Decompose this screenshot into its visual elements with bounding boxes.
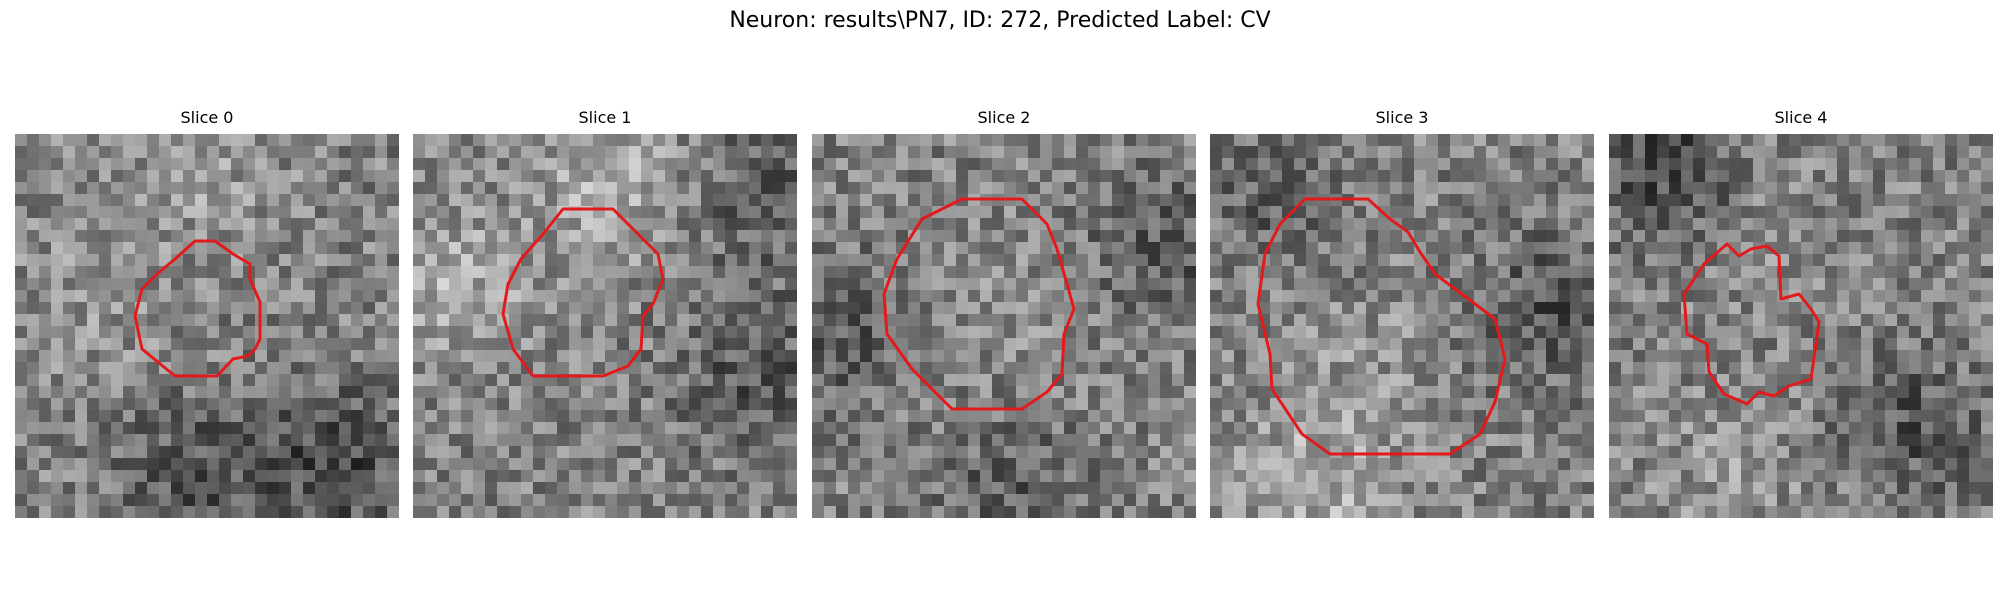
figure-title: Neuron: results\PN7, ID: 272, Predicted … (729, 8, 1271, 33)
slice-title-2: Slice 2 (977, 108, 1031, 127)
slice-image-0 (15, 134, 399, 518)
slice-image-2 (812, 134, 1196, 518)
slice-title-1: Slice 1 (578, 108, 632, 127)
slice-image-3 (1210, 134, 1594, 518)
slice-image-4 (1609, 134, 1993, 518)
slice-contour-4 (1682, 242, 1821, 406)
slice-title-0: Slice 0 (180, 108, 234, 127)
slice-contour-1 (501, 207, 665, 378)
slice-contour-3 (1256, 197, 1507, 456)
slice-title-4: Slice 4 (1774, 108, 1828, 127)
slice-contour-0 (133, 239, 262, 378)
slice-contour-2 (882, 197, 1076, 411)
slice-image-1 (413, 134, 797, 518)
slice-title-3: Slice 3 (1375, 108, 1429, 127)
